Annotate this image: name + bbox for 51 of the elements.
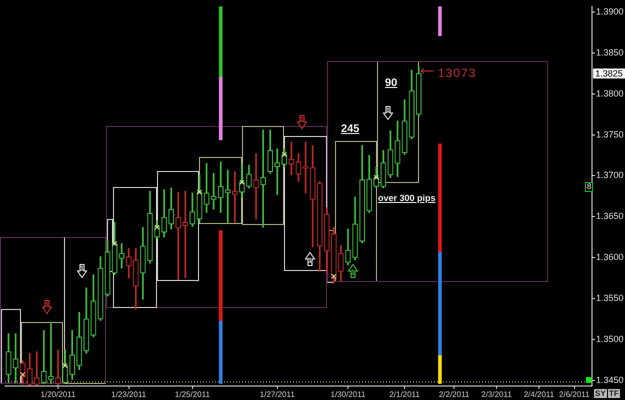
y-tick-label: 1.3850 — [596, 48, 624, 58]
y-tick-label: 1.3550 — [596, 292, 624, 303]
x-tick-label: 1/25/2011 — [174, 390, 210, 400]
candlestick — [288, 142, 294, 176]
bar — [438, 6, 442, 36]
candlestick — [204, 163, 210, 213]
point — [239, 180, 245, 185]
candlestick — [48, 322, 54, 384]
point — [20, 372, 26, 378]
x-tick-label: 1/20/2011 — [40, 390, 76, 400]
point — [282, 152, 287, 158]
annotation: 245 — [341, 123, 360, 135]
y-tick-label: 1.3450 — [596, 374, 624, 385]
point — [196, 189, 202, 195]
y-tick-label: 1.3650 — [596, 211, 624, 222]
x-tick-label: 2/6/2011 — [559, 390, 590, 400]
candlestick — [55, 350, 61, 386]
point — [62, 362, 68, 368]
x-tick-label: 2/3/2011 — [481, 390, 512, 400]
bar — [438, 252, 442, 356]
point — [374, 174, 379, 180]
annotation: 13073 — [438, 66, 476, 80]
bar — [218, 76, 223, 140]
text: SY — [594, 389, 607, 398]
candlestick — [253, 153, 259, 220]
point — [331, 274, 336, 279]
y-tick-label: 1.3700 — [596, 170, 624, 180]
y-tick-label: 1.3600 — [596, 252, 624, 262]
point — [154, 224, 160, 230]
bar — [438, 144, 442, 252]
x-tick-label: 2/4/2011 — [524, 390, 555, 400]
y-tick-label: 1.3800 — [596, 88, 624, 98]
bar — [438, 354, 442, 384]
x-tick-label: 2/2/2011 — [438, 390, 470, 400]
y-tick-label: 1.3750 — [596, 129, 624, 140]
bar — [218, 320, 223, 384]
text: TF — [608, 389, 620, 398]
y-tick-label: 1.3500 — [596, 334, 624, 344]
annotation: 90 — [385, 77, 398, 89]
x-tick-label: 2/1/2011 — [389, 390, 420, 400]
annotation: 8 — [585, 182, 594, 192]
bar — [218, 6, 223, 78]
annotation: 1.3825 — [595, 68, 623, 78]
annotation: over 300 pips — [378, 193, 436, 203]
y-tick-label: 1.3900 — [596, 6, 624, 17]
x-tick-label: 1/30/2011 — [330, 390, 366, 400]
x-tick-label: 1/27/2011 — [260, 390, 296, 400]
candlestick — [302, 142, 308, 194]
x-tick-label: 1/23/2011 — [111, 390, 147, 400]
bar — [218, 230, 223, 321]
point — [112, 241, 118, 246]
